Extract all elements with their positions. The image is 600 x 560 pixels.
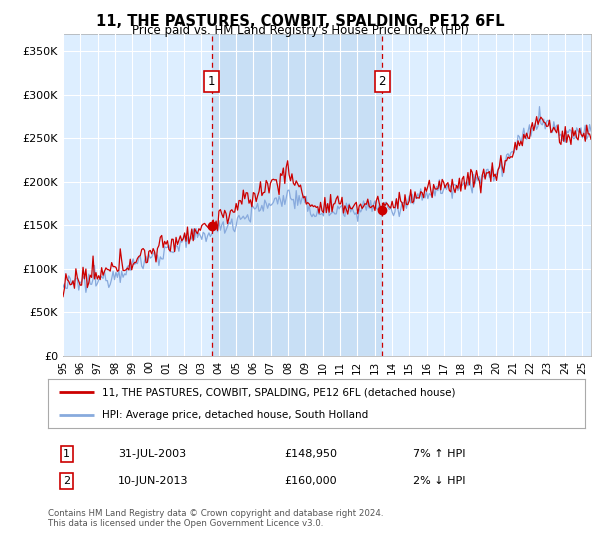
Text: 2: 2	[379, 75, 386, 88]
Text: Contains HM Land Registry data © Crown copyright and database right 2024.
This d: Contains HM Land Registry data © Crown c…	[48, 509, 383, 528]
Text: 31-JUL-2003: 31-JUL-2003	[118, 449, 186, 459]
Text: 10-JUN-2013: 10-JUN-2013	[118, 476, 188, 486]
Text: 11, THE PASTURES, COWBIT, SPALDING, PE12 6FL: 11, THE PASTURES, COWBIT, SPALDING, PE12…	[95, 14, 505, 29]
Text: 2: 2	[63, 476, 70, 486]
Bar	[212, 34, 382, 356]
Text: 7% ↑ HPI: 7% ↑ HPI	[413, 449, 466, 459]
Text: Price paid vs. HM Land Registry's House Price Index (HPI): Price paid vs. HM Land Registry's House …	[131, 24, 469, 37]
Text: 1: 1	[63, 449, 70, 459]
Text: HPI: Average price, detached house, South Holland: HPI: Average price, detached house, Sout…	[102, 410, 368, 420]
Text: 1: 1	[208, 75, 215, 88]
Text: 11, THE PASTURES, COWBIT, SPALDING, PE12 6FL (detached house): 11, THE PASTURES, COWBIT, SPALDING, PE12…	[102, 388, 455, 398]
Text: 2% ↓ HPI: 2% ↓ HPI	[413, 476, 466, 486]
Text: £160,000: £160,000	[284, 476, 337, 486]
Text: £148,950: £148,950	[284, 449, 337, 459]
